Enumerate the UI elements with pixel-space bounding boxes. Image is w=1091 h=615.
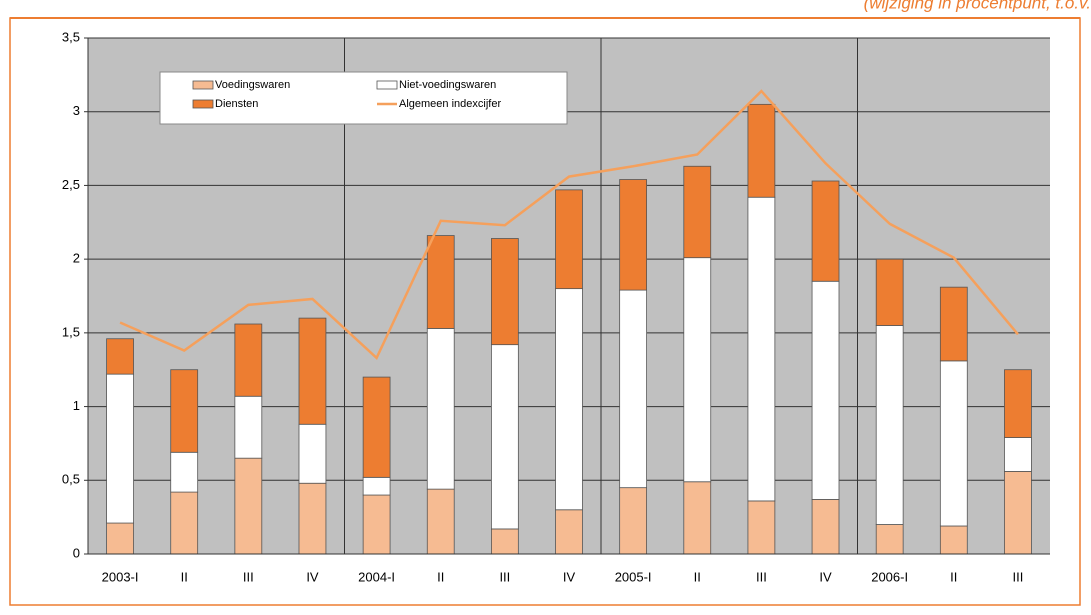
bar-segment <box>298 423 327 484</box>
bar-segment <box>875 325 904 525</box>
bar-segment <box>939 286 968 362</box>
bar-segment <box>1004 369 1032 438</box>
bar-segment <box>555 288 583 511</box>
bar-segment <box>939 360 968 527</box>
bar-segment <box>490 238 519 346</box>
bar-segment <box>939 525 968 555</box>
bar-segment <box>683 481 712 555</box>
bar-segment <box>106 338 134 375</box>
x-tick-label: II <box>437 569 444 584</box>
y-tick-label: 1,5 <box>62 324 80 339</box>
bar-segment <box>426 328 455 490</box>
bar-segment <box>234 323 263 397</box>
bar-segment <box>1004 437 1032 472</box>
bar-segment <box>875 524 904 555</box>
x-tick-label: III <box>1013 569 1024 584</box>
bar-segment <box>747 500 776 555</box>
bar-segment <box>170 451 199 493</box>
subtitle: (wijziging in procentpunt, t.o.v. <box>864 0 1091 12</box>
bar-segment <box>1004 471 1032 555</box>
bar-segment <box>298 482 327 555</box>
bar-segment <box>362 376 391 478</box>
bar-segment <box>170 369 199 453</box>
bar-segment <box>811 499 840 555</box>
bar-segment <box>298 317 327 425</box>
bar-segment <box>426 235 455 329</box>
legend-label: Niet-voedingswaren <box>399 79 496 91</box>
bar-segment <box>362 494 391 555</box>
bar-segment <box>234 395 263 459</box>
bar-segment <box>811 180 840 282</box>
y-tick-label: 0 <box>73 545 80 560</box>
bar-segment <box>555 509 583 555</box>
bar-segment <box>106 522 134 555</box>
bar-segment <box>555 189 583 290</box>
x-tick-label: 2006-I <box>871 569 908 584</box>
y-tick-label: 1 <box>73 398 80 413</box>
y-tick-label: 3 <box>73 103 80 118</box>
bar-segment <box>106 373 134 524</box>
x-tick-label: IV <box>306 569 319 584</box>
legend-swatch <box>192 80 214 90</box>
x-tick-label: II <box>694 569 701 584</box>
bar-segment <box>875 258 904 326</box>
bar-segment <box>683 165 712 259</box>
x-tick-label: II <box>181 569 188 584</box>
bar-segment <box>619 179 648 291</box>
bar-segment <box>747 196 776 502</box>
bar-segment <box>362 476 391 496</box>
y-tick-label: 3,5 <box>62 29 80 44</box>
x-tick-label: IV <box>563 569 576 584</box>
bar-segment <box>490 528 519 555</box>
bar-segment <box>170 491 199 555</box>
bar-segment <box>811 280 840 500</box>
x-tick-label: III <box>756 569 767 584</box>
x-tick-label: III <box>243 569 254 584</box>
x-tick-label: II <box>950 569 957 584</box>
bar-segment <box>490 344 519 530</box>
y-tick-label: 2 <box>73 251 80 266</box>
bar-segment <box>747 103 776 198</box>
legend-label: Diensten <box>215 98 258 110</box>
x-tick-label: 2004-I <box>358 569 395 584</box>
legend-label: Voedingswaren <box>215 79 290 91</box>
bar-segment <box>683 257 712 483</box>
legend-box <box>159 71 568 125</box>
x-tick-label: III <box>499 569 510 584</box>
bar-segment <box>426 488 455 555</box>
legend-swatch <box>192 99 214 109</box>
bar-segment <box>619 487 648 555</box>
legend-label: Algemeen indexcijfer <box>399 98 501 110</box>
y-tick-label: 2,5 <box>62 177 80 192</box>
bar-segment <box>619 289 648 489</box>
x-tick-label: 2003-I <box>102 569 139 584</box>
line-series <box>119 89 1019 360</box>
x-tick-label: 2005-I <box>615 569 652 584</box>
legend-swatch <box>376 80 398 90</box>
bar-segment <box>234 457 263 555</box>
y-tick-label: 0,5 <box>62 472 80 487</box>
x-tick-label: IV <box>819 569 832 584</box>
